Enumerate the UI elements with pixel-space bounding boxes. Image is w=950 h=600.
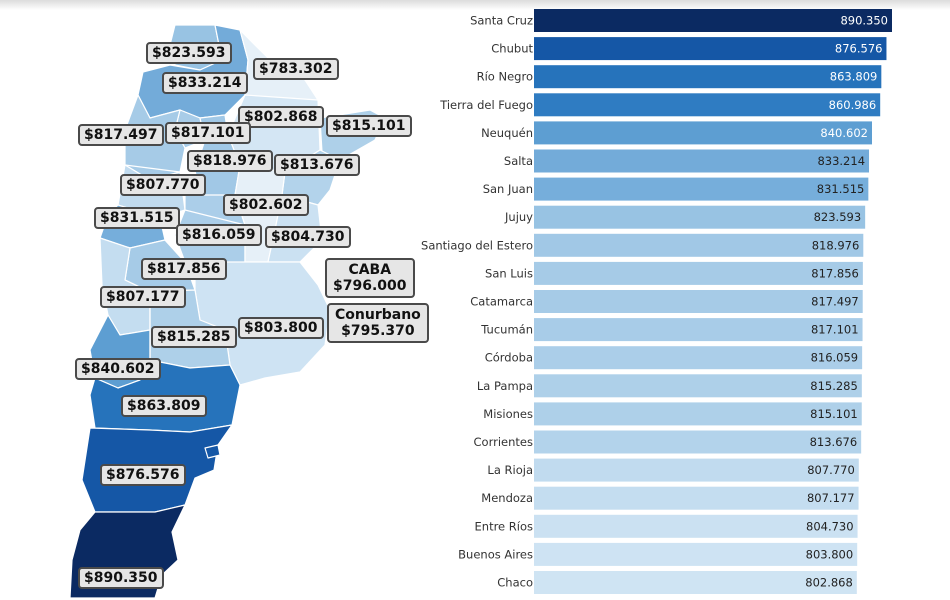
bar (534, 65, 882, 89)
province-map: $823.593 $783.302 $833.214 $802.868 $815… (0, 0, 440, 600)
value-label: 860.986 (829, 98, 877, 112)
map-label: $833.214 (162, 72, 248, 94)
map-label: $802.602 (223, 194, 309, 216)
category-label: Santiago del Estero (421, 238, 533, 252)
bar (534, 261, 863, 285)
category-label: Entre Ríos (475, 519, 533, 533)
map-label: $816.059 (176, 224, 262, 246)
map-callout-caba: CABA $796.000 (325, 258, 415, 298)
map-peninsula (204, 444, 221, 459)
bar (534, 37, 887, 61)
map-label: $831.515 (94, 207, 180, 229)
bar (534, 177, 869, 201)
map-label: $783.302 (253, 58, 339, 80)
value-label: 890.350 (840, 14, 888, 28)
value-label: 833.214 (817, 154, 865, 168)
map-label: $876.576 (100, 464, 186, 486)
map-label: $817.856 (141, 258, 227, 280)
map-label: $817.101 (165, 122, 251, 144)
map-label: $818.976 (187, 150, 273, 172)
category-label: Catamarca (470, 295, 533, 309)
bar (534, 458, 859, 482)
bar (534, 402, 862, 426)
value-label: 840.602 (820, 126, 868, 140)
bar (534, 374, 862, 398)
bar (534, 9, 892, 32)
map-label: $804.730 (265, 226, 351, 248)
callout-name: Conurbano (335, 307, 421, 323)
value-label: 815.285 (810, 379, 858, 393)
bar (534, 430, 862, 454)
map-callout-conurbano: Conurbano $795.370 (327, 303, 429, 343)
category-label: Santa Cruz (470, 14, 533, 28)
value-label: 831.515 (817, 182, 865, 196)
map-label: $807.770 (120, 174, 206, 196)
bar (534, 121, 872, 145)
category-label: La Rioja (487, 463, 533, 477)
bar (534, 514, 858, 538)
category-label: La Pampa (477, 379, 533, 393)
value-label: 818.976 (812, 238, 860, 252)
value-label: 803.800 (806, 547, 854, 561)
category-label: Neuquén (481, 126, 533, 140)
bar (534, 149, 870, 173)
category-label: Salta (504, 154, 533, 168)
category-label: Buenos Aires (458, 547, 533, 561)
map-label: $807.177 (100, 286, 186, 308)
bar (534, 571, 857, 594)
category-label: Chubut (491, 42, 533, 56)
category-label: Mendoza (481, 491, 533, 505)
value-label: 807.770 (807, 463, 855, 477)
value-label: 817.856 (811, 266, 859, 280)
map-border-lines (124, 164, 246, 360)
value-label: 823.593 (814, 210, 862, 224)
map-label: $890.350 (78, 567, 164, 589)
category-label: San Luis (485, 266, 533, 280)
bar (534, 318, 863, 342)
map-label: $817.497 (78, 124, 164, 146)
bar-chart: Santa Cruz 890.350 Chubut 876.576 Río Negro 8… (421, 9, 892, 594)
top-gradient-strip (0, 0, 950, 10)
value-label: 863.809 (830, 70, 878, 84)
value-label: 813.676 (810, 435, 858, 449)
category-label: Misiones (483, 407, 533, 421)
callout-value: $796.000 (333, 278, 407, 294)
category-label: Jujuy (504, 210, 533, 224)
callout-name: CABA (348, 262, 392, 278)
bar (534, 290, 863, 313)
map-label: $815.285 (151, 326, 237, 348)
category-label: Corrientes (474, 435, 533, 449)
value-label: 807.177 (807, 491, 855, 505)
map-label: $840.602 (75, 358, 161, 380)
category-label: Chaco (497, 576, 533, 590)
category-label: San Juan (483, 182, 533, 196)
category-label: Córdoba (485, 351, 533, 365)
bar (534, 93, 881, 117)
map-label: $863.809 (121, 395, 207, 417)
map-label: $803.800 (238, 317, 324, 339)
category-label: Tierra del Fuego (439, 98, 533, 112)
value-label: 816.059 (811, 351, 859, 365)
value-label: 817.101 (811, 323, 859, 337)
category-label: Tucumán (480, 323, 533, 337)
map-label: $815.101 (326, 115, 412, 137)
value-label: 804.730 (806, 519, 854, 533)
map-label: $823.593 (146, 42, 232, 64)
value-label: 817.497 (811, 295, 859, 309)
category-label: Río Negro (477, 70, 533, 84)
bar (534, 205, 866, 229)
map-label: $813.676 (274, 154, 360, 176)
value-label: 876.576 (835, 42, 883, 56)
callout-value: $795.370 (341, 323, 415, 339)
bar (534, 486, 859, 510)
bar (534, 542, 858, 566)
value-label: 815.101 (810, 407, 858, 421)
map-label: $802.868 (238, 106, 324, 128)
value-label: 802.868 (805, 576, 853, 590)
bar (534, 346, 863, 370)
bar-group: Santa Cruz 890.350 Chubut 876.576 Río Negro 8… (421, 9, 892, 594)
bar (534, 233, 864, 257)
